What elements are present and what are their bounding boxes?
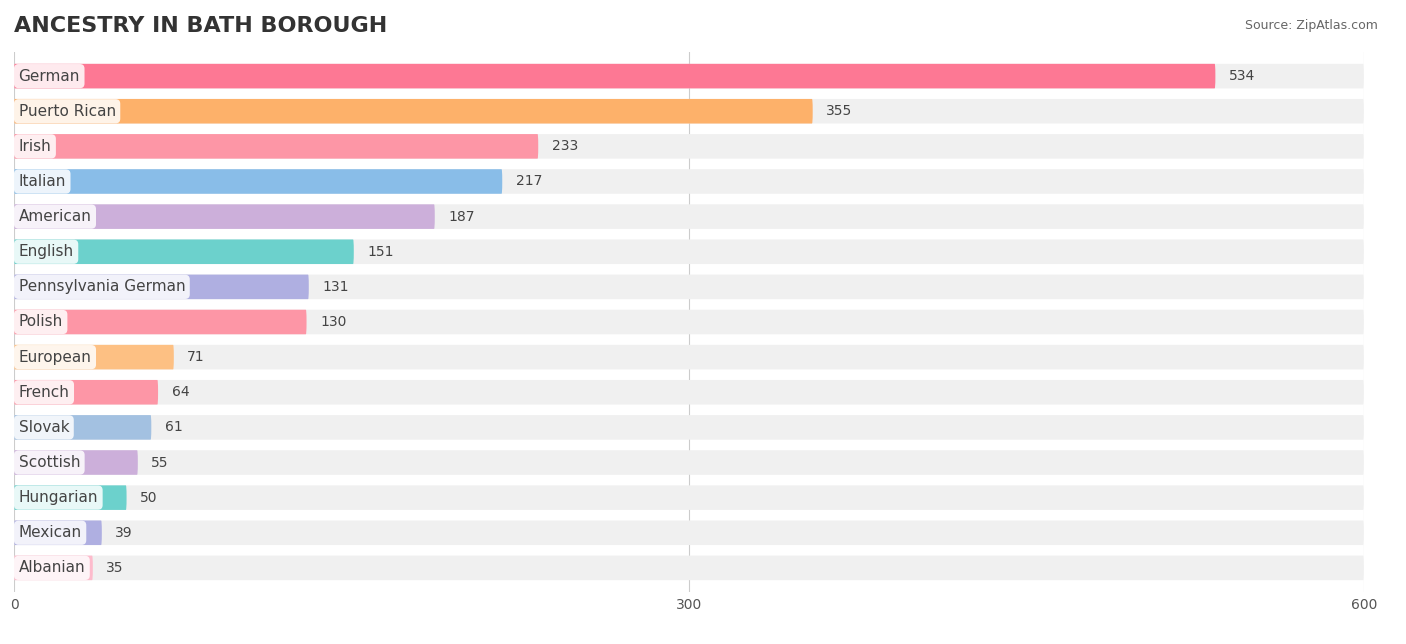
FancyBboxPatch shape	[14, 310, 1364, 334]
Text: Italian: Italian	[18, 174, 66, 189]
FancyBboxPatch shape	[14, 169, 1364, 194]
FancyBboxPatch shape	[14, 556, 1364, 580]
FancyBboxPatch shape	[14, 380, 157, 404]
FancyBboxPatch shape	[14, 204, 434, 229]
FancyBboxPatch shape	[14, 240, 354, 264]
Text: 39: 39	[115, 526, 134, 540]
Text: Hungarian: Hungarian	[18, 490, 98, 505]
FancyBboxPatch shape	[14, 450, 1364, 475]
Text: 35: 35	[107, 561, 124, 575]
Text: 131: 131	[322, 280, 349, 294]
FancyBboxPatch shape	[14, 274, 1364, 299]
FancyBboxPatch shape	[14, 415, 1364, 440]
FancyBboxPatch shape	[14, 134, 538, 158]
Text: Mexican: Mexican	[18, 526, 82, 540]
Text: 534: 534	[1229, 69, 1256, 83]
Text: 130: 130	[321, 315, 346, 329]
Text: Pennsylvania German: Pennsylvania German	[18, 279, 186, 294]
FancyBboxPatch shape	[14, 556, 93, 580]
FancyBboxPatch shape	[14, 64, 1215, 88]
FancyBboxPatch shape	[14, 240, 1364, 264]
Text: 187: 187	[449, 209, 475, 223]
Text: 55: 55	[152, 455, 169, 469]
Text: Albanian: Albanian	[18, 560, 86, 575]
Text: 50: 50	[141, 491, 157, 505]
Text: 217: 217	[516, 175, 543, 189]
Text: 64: 64	[172, 385, 190, 399]
Text: Source: ZipAtlas.com: Source: ZipAtlas.com	[1244, 19, 1378, 32]
FancyBboxPatch shape	[14, 520, 101, 545]
Text: Puerto Rican: Puerto Rican	[18, 104, 115, 118]
Text: French: French	[18, 384, 69, 400]
Text: English: English	[18, 244, 73, 260]
FancyBboxPatch shape	[14, 169, 502, 194]
Text: 233: 233	[551, 139, 578, 153]
Text: 151: 151	[367, 245, 394, 259]
Text: 71: 71	[187, 350, 205, 364]
Text: European: European	[18, 350, 91, 365]
FancyBboxPatch shape	[14, 520, 1364, 545]
FancyBboxPatch shape	[14, 310, 307, 334]
Text: Polish: Polish	[18, 314, 63, 330]
FancyBboxPatch shape	[14, 134, 1364, 158]
FancyBboxPatch shape	[14, 99, 1364, 124]
FancyBboxPatch shape	[14, 380, 1364, 404]
FancyBboxPatch shape	[14, 345, 1364, 370]
Text: American: American	[18, 209, 91, 224]
FancyBboxPatch shape	[14, 486, 1364, 510]
Text: ANCESTRY IN BATH BOROUGH: ANCESTRY IN BATH BOROUGH	[14, 16, 387, 36]
FancyBboxPatch shape	[14, 415, 152, 440]
FancyBboxPatch shape	[14, 274, 309, 299]
FancyBboxPatch shape	[14, 486, 127, 510]
Text: Scottish: Scottish	[18, 455, 80, 470]
FancyBboxPatch shape	[14, 450, 138, 475]
FancyBboxPatch shape	[14, 99, 813, 124]
FancyBboxPatch shape	[14, 345, 174, 370]
Text: Irish: Irish	[18, 139, 51, 154]
Text: 355: 355	[827, 104, 852, 118]
FancyBboxPatch shape	[14, 64, 1364, 88]
FancyBboxPatch shape	[14, 204, 1364, 229]
Text: Slovak: Slovak	[18, 420, 69, 435]
Text: 61: 61	[165, 421, 183, 435]
Text: German: German	[18, 69, 80, 84]
